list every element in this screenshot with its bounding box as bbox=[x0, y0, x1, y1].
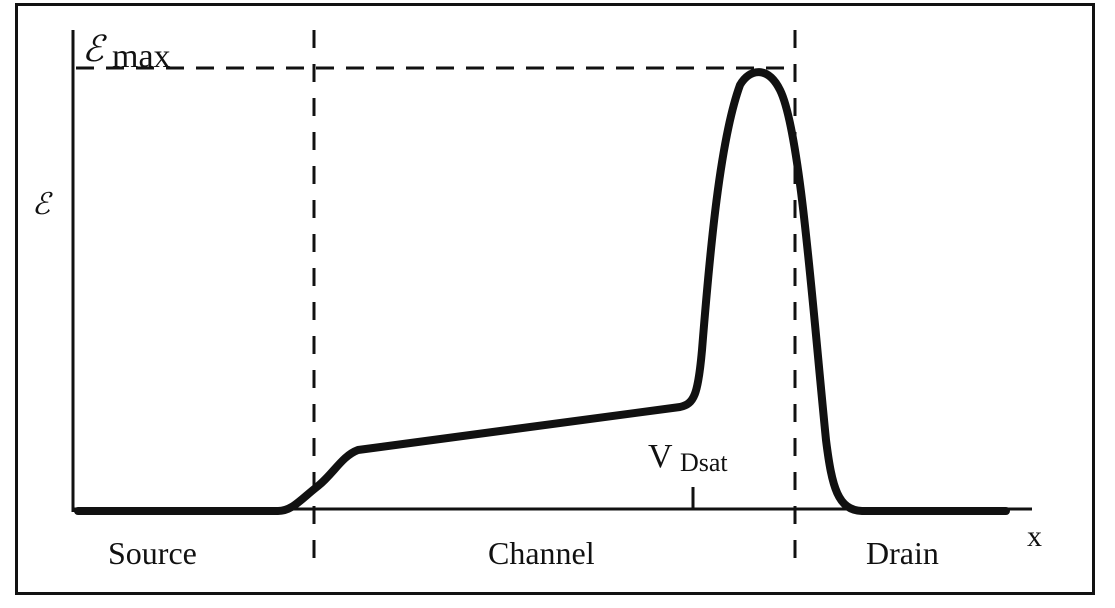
electric-field-curve bbox=[74, 68, 1010, 515]
y-axis-label: ℰ bbox=[32, 187, 51, 222]
emax-subscript: max bbox=[112, 38, 171, 75]
emax-symbol: ℰ bbox=[82, 29, 104, 70]
region-label-drain: Drain bbox=[866, 535, 939, 571]
region-label-channel: Channel bbox=[488, 535, 595, 571]
figure-frame bbox=[15, 3, 1095, 595]
region-label-source: Source bbox=[108, 535, 197, 571]
vdsat-label-subscript: Dsat bbox=[680, 448, 728, 477]
x-axis-label: x bbox=[1027, 520, 1042, 553]
vdsat-label-main: V bbox=[648, 438, 673, 475]
